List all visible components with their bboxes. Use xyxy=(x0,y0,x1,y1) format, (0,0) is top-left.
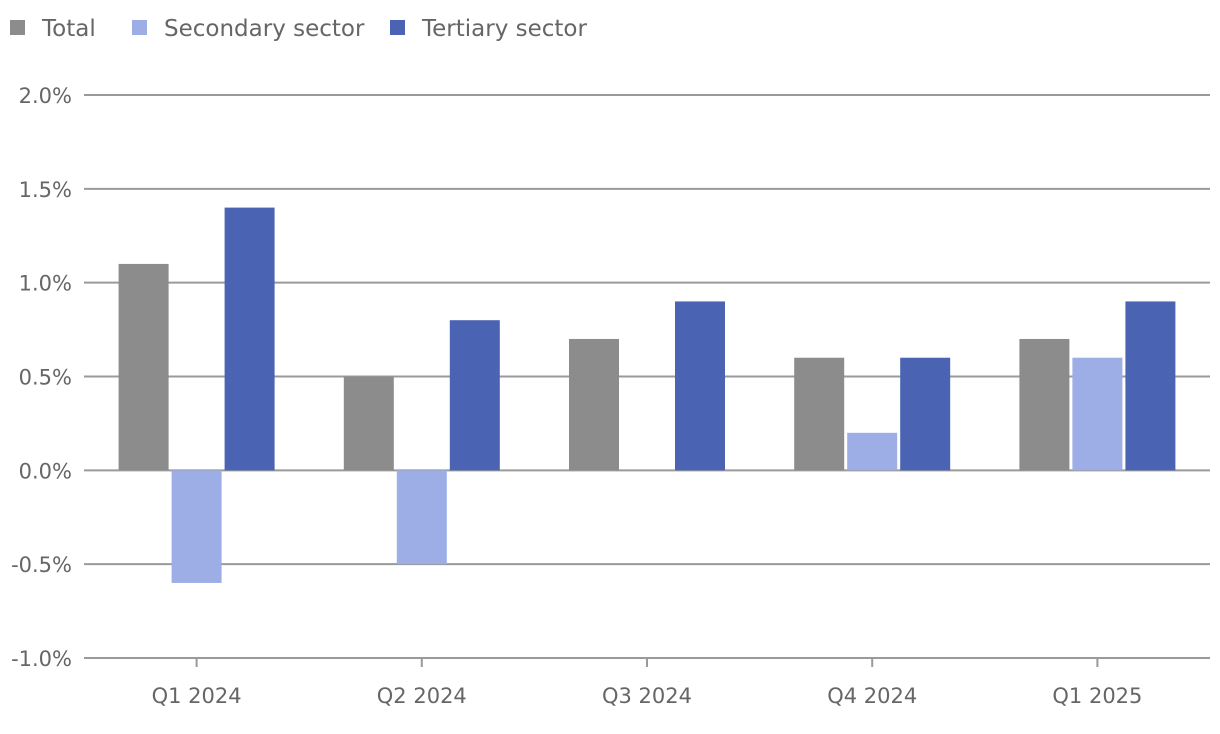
y-tick-label-0: 2.0% xyxy=(19,84,72,108)
y-tick-label-5: -0.5% xyxy=(11,553,72,577)
bar-2-1 xyxy=(449,320,500,471)
legend: Total Secondary sector Tertiary sector xyxy=(10,16,587,42)
bar-0-0 xyxy=(118,263,169,471)
y-tick-label-3: 0.5% xyxy=(19,366,72,390)
bar-2-3 xyxy=(900,357,951,471)
x-tick-label-2: Q3 2024 xyxy=(602,684,692,708)
y-tick-label-2: 1.0% xyxy=(19,272,72,296)
legend-label-2: Tertiary sector xyxy=(421,16,587,42)
bar-1-4 xyxy=(1072,357,1123,471)
bar-2-4 xyxy=(1125,301,1176,471)
bar-1-0 xyxy=(171,470,222,583)
y-tick-label-4: 0.0% xyxy=(19,459,72,483)
bar-2-0 xyxy=(224,207,275,471)
bar-0-3 xyxy=(794,357,845,471)
x-tick-label-4: Q1 2025 xyxy=(1052,684,1142,708)
x-tick-label-1: Q2 2024 xyxy=(377,684,467,708)
y-tick-label-1: 1.5% xyxy=(19,178,72,202)
legend-swatch-2 xyxy=(390,20,405,35)
legend-label-0: Total xyxy=(41,16,96,42)
y-axis: 2.0% 1.5% 1.0% 0.5% 0.0% -0.5% -1.0% xyxy=(11,84,72,671)
bar-0-1 xyxy=(343,376,394,471)
bar-0-2 xyxy=(569,338,619,471)
x-axis: Q1 2024 Q2 2024 Q3 2024 Q4 2024 Q1 2025 xyxy=(152,658,1142,708)
legend-label-1: Secondary sector xyxy=(164,16,365,42)
bar-2-2 xyxy=(675,301,725,471)
x-tick-label-0: Q1 2024 xyxy=(152,684,242,708)
bar-1-3 xyxy=(847,432,898,471)
y-tick-label-6: -1.0% xyxy=(11,647,72,671)
legend-swatch-0 xyxy=(10,20,25,35)
bar-0-4 xyxy=(1019,338,1070,471)
bars xyxy=(118,207,1176,583)
bar-1-1 xyxy=(396,470,447,565)
x-tick-label-3: Q4 2024 xyxy=(827,684,917,708)
legend-swatch-1 xyxy=(132,20,147,35)
